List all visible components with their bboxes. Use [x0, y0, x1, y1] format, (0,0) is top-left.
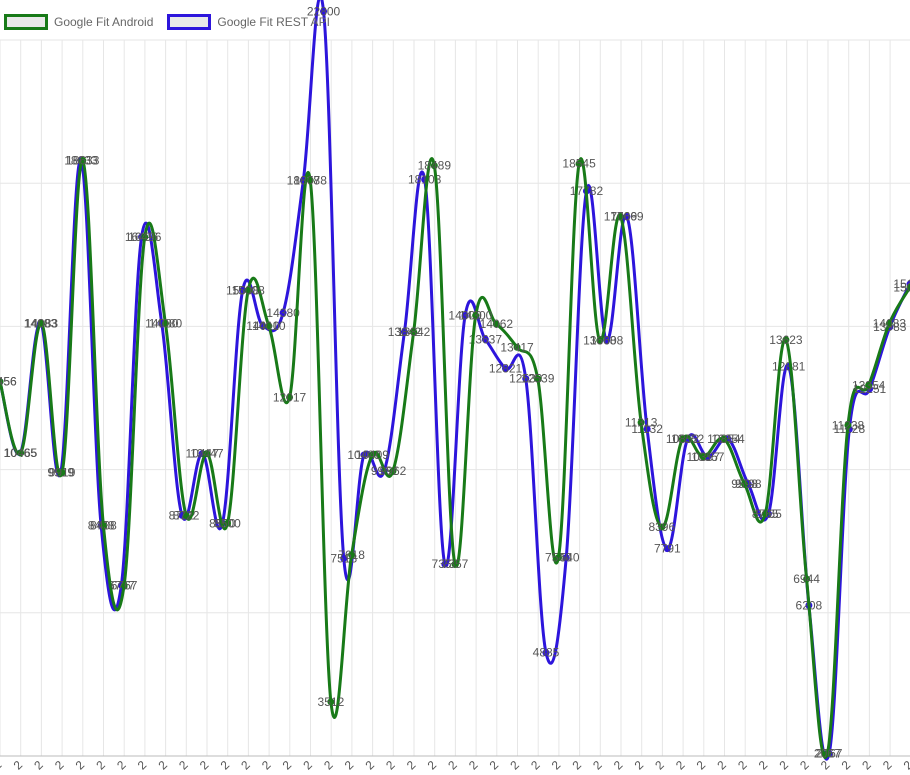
x-tick-label: 2: [590, 758, 605, 770]
data-value-label: 8396: [648, 520, 675, 534]
x-tick-label: 2: [280, 758, 295, 770]
data-value-label: 11313: [625, 416, 658, 430]
x-tick-label: 2: [673, 758, 688, 770]
legend-swatch-rest-api: [167, 14, 211, 30]
data-value-label: 4885: [533, 646, 560, 660]
x-tick-label: 2: [611, 758, 626, 770]
data-value-label: 18489: [418, 159, 452, 173]
x-tick-label: 2: [880, 758, 895, 770]
x-tick-label: 2: [569, 758, 584, 770]
x-tick-label: 2: [259, 758, 274, 770]
data-value-label: 2067: [814, 747, 841, 761]
legend-item-rest-api[interactable]: Google Fit REST API: [167, 14, 330, 30]
x-tick-label: 2: [218, 758, 233, 770]
data-value-label: 18078: [294, 173, 328, 187]
data-value-label: 7540: [545, 551, 572, 565]
data-value-label: 8765: [752, 507, 779, 521]
x-tick-label: 2: [404, 758, 419, 770]
x-tick-label: 2: [135, 758, 150, 770]
data-value-label: 13417: [500, 340, 534, 354]
x-tick-label: 2: [466, 758, 481, 770]
x-tick-label: 2: [342, 758, 357, 770]
x-tick-label: 2: [155, 758, 170, 770]
data-value-label: 17069: [604, 210, 638, 224]
data-value-label: 12017: [273, 390, 307, 404]
data-value-label: 9962: [380, 464, 407, 478]
legend-swatch-android: [4, 14, 48, 30]
x-tick-label: 2: [549, 758, 564, 770]
data-value-label: 9919: [49, 465, 76, 479]
x-tick-label: 2: [52, 758, 67, 770]
x-tick-label: 2: [859, 758, 874, 770]
data-value-label: 18633: [66, 154, 100, 168]
x-tick-label: 2: [776, 758, 791, 770]
x-tick-label: 2: [31, 758, 46, 770]
data-value-label: 13842: [397, 325, 431, 339]
data-value-label: 14010: [252, 319, 286, 333]
legend-label-rest-api: Google Fit REST API: [217, 15, 330, 29]
x-tick-label: 2: [652, 758, 667, 770]
x-tick-label: 2: [238, 758, 253, 770]
x-tick-label: 2: [362, 758, 377, 770]
x-tick-label: 2: [93, 758, 108, 770]
x-tick-label: 2: [487, 758, 502, 770]
x-tick-label: 2: [425, 758, 440, 770]
data-value-label: 10409: [356, 448, 390, 462]
x-tick-label: 2: [528, 758, 543, 770]
data-value-label: 7618: [338, 548, 365, 562]
data-value-label: 12456: [0, 375, 17, 389]
grid-group: [0, 40, 910, 756]
x-tick-label: 2: [383, 758, 398, 770]
x-tick-label: 2: [445, 758, 460, 770]
x-tick-label: 2: [114, 758, 129, 770]
x-tick-label: 2: [73, 758, 88, 770]
x-tick-label: 2: [756, 758, 771, 770]
data-value-label: 15008: [231, 283, 265, 297]
data-value-label: 11238: [832, 418, 865, 432]
x-tick-label: 2: [507, 758, 522, 770]
x-tick-label: 2: [735, 758, 750, 770]
data-value-label: 14083: [25, 316, 59, 330]
legend-label-android: Google Fit Android: [54, 15, 153, 29]
x-tick-label: 2: [0, 758, 5, 770]
data-value-label: 13608: [583, 333, 617, 347]
data-value-label: 12354: [852, 378, 886, 392]
data-value-label: 3512: [318, 695, 345, 709]
data-value-label: 14083: [873, 316, 907, 330]
x-tick-label: 2: [11, 758, 26, 770]
data-value-label: 10854: [707, 432, 741, 446]
data-value-label: 8500: [214, 516, 241, 530]
data-value-label: 14080: [149, 317, 183, 331]
x-tick-label: 2: [300, 758, 315, 770]
data-value-label: 9598: [731, 477, 758, 491]
data-value-label: 18545: [562, 157, 596, 171]
data-value-label: 14062: [480, 317, 514, 331]
data-value-label: 10357: [686, 450, 720, 464]
x-tick-label: 2: [176, 758, 191, 770]
x-tick-label: 2: [797, 758, 812, 770]
data-value-label: 15092: [893, 280, 910, 294]
data-value-label: 10852: [666, 432, 700, 446]
x-tick-label: 2: [197, 758, 212, 770]
data-value-label: 8438: [90, 519, 117, 533]
data-value-label: 13623: [769, 333, 803, 347]
data-value-label: 12539: [521, 372, 555, 386]
data-value-label: 7791: [654, 542, 681, 556]
x-tick-label: 2: [901, 758, 910, 770]
data-value-label: 16496: [128, 230, 162, 244]
chart-legend: Google Fit Android Google Fit REST API: [4, 14, 330, 30]
legend-item-android[interactable]: Google Fit Android: [4, 14, 153, 30]
x-tick-label: 2: [321, 758, 336, 770]
data-value-label: 7357: [442, 557, 469, 571]
x-tick-label: 2: [694, 758, 709, 770]
x-tick-label: 2: [714, 758, 729, 770]
data-value-label: 10447: [190, 447, 224, 461]
data-value-label: 8722: [173, 508, 200, 522]
x-tick-label: 2: [632, 758, 647, 770]
data-value-label: 6944: [793, 572, 820, 586]
data-value-label: 10465: [4, 446, 38, 460]
data-value-label: 6767: [111, 578, 138, 592]
